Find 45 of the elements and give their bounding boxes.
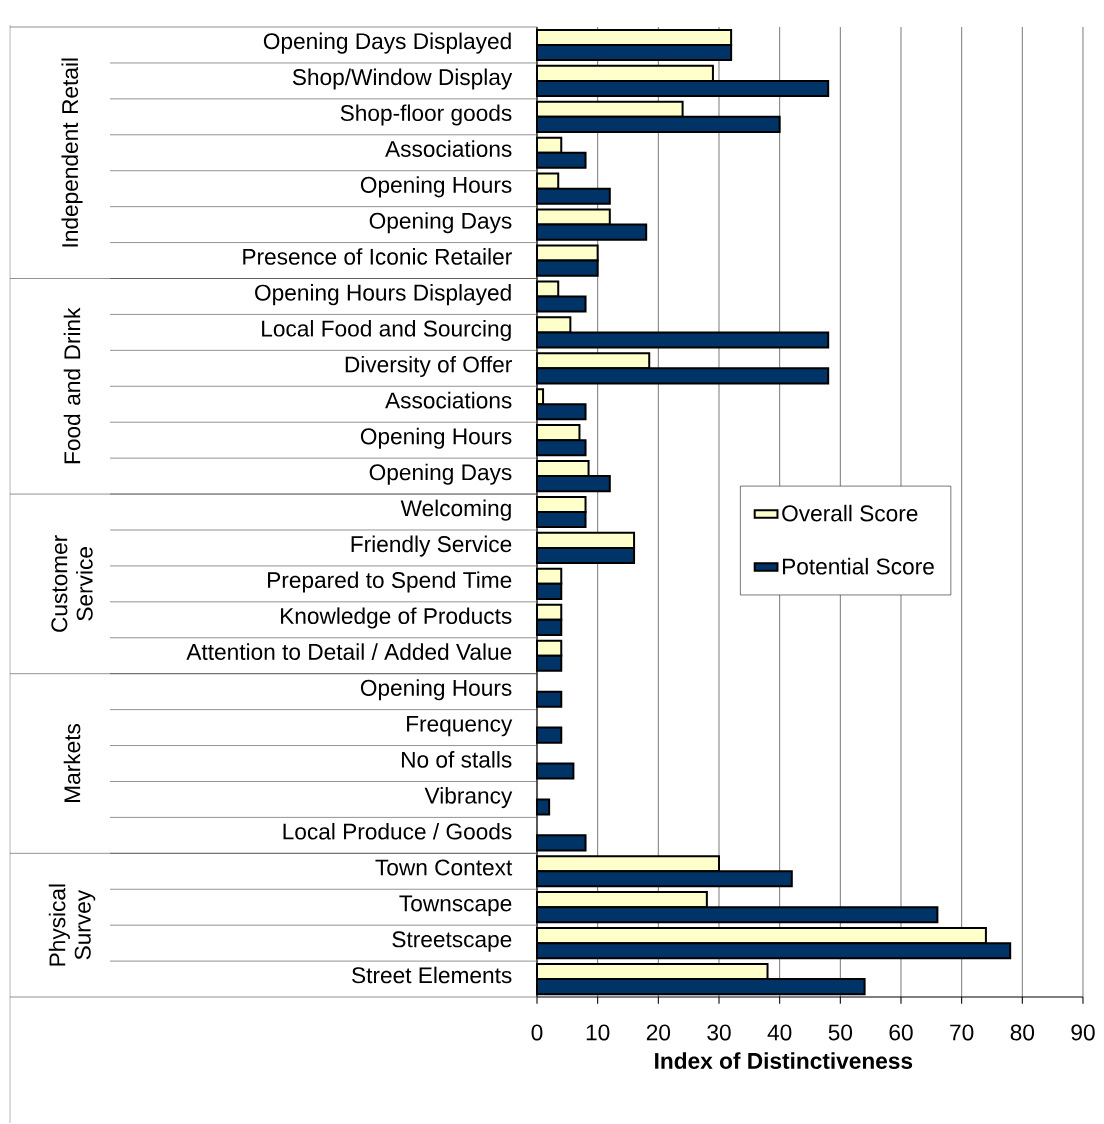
x-axis-title: Index of Distinctiveness: [655, 1052, 913, 1069]
y-tick-label: Street Elements: [352, 966, 512, 984]
legend-label: Potential Score: [782, 557, 934, 575]
legend-label: Overall Score: [782, 504, 918, 522]
x-tick-label: 90: [1071, 1024, 1095, 1041]
x-tick-label: 80: [1010, 1024, 1035, 1041]
y-tick-label: Streetscape: [392, 931, 512, 952]
y-tick-label: Presence of Iconic Retailer: [243, 248, 512, 265]
y-tick-label: Opening Days Displayed: [263, 32, 511, 54]
y-tick-label: Associations: [385, 391, 512, 409]
y-tick-label: Shop-floor goods: [340, 104, 512, 126]
text: Physical Survey: [48, 884, 96, 966]
x-tick-label: 20: [646, 1024, 671, 1041]
y-tick-label: Opening Hours Displayed: [255, 284, 511, 306]
y-tick-label: Welcoming: [400, 499, 511, 521]
y-tick-label: Townscape: [399, 895, 512, 916]
y-tick-label: Opening Hours: [360, 427, 512, 449]
y-tick-label: Vibrancy: [424, 787, 513, 809]
y-tick-label: Diversity of Offer: [345, 355, 512, 378]
x-tick-label: 70: [950, 1024, 974, 1041]
y-tick-label: Prepared to Spend Time: [268, 571, 512, 593]
y-tick-label: Town Context: [375, 859, 513, 876]
x-tick-label: 60: [889, 1024, 913, 1041]
y-tick-label: Shop/Window Display: [292, 68, 513, 90]
x-tick-label: 40: [767, 1024, 792, 1041]
y-tick-label: Opening Days: [369, 212, 512, 234]
text: Food and Drink: [63, 307, 81, 464]
y-tick-label: Attention to Detail / Added Value: [186, 643, 512, 660]
y-tick-label: Opening Hours: [360, 176, 512, 198]
x-tick-label: 10: [586, 1024, 610, 1041]
x-tick-label: 30: [707, 1024, 731, 1041]
y-tick-label: No of stalls: [402, 751, 512, 768]
y-tick-label: Opening Days: [369, 463, 512, 485]
y-tick-label: Friendly Service: [351, 535, 512, 557]
text: Customer Service: [51, 535, 93, 632]
x-tick-label: 50: [828, 1024, 853, 1041]
x-tick-label: 0: [531, 1024, 543, 1041]
y-tick-label: Knowledge of Products: [281, 607, 512, 629]
text: Markets: [63, 724, 81, 802]
y-tick-label: Local Produce / Goods: [283, 822, 512, 840]
y-tick-label: Opening Hours: [360, 679, 512, 701]
y-tick-label: Frequency: [407, 715, 513, 737]
y-tick-label: Local Food and Sourcing: [262, 319, 511, 342]
y-tick-label: Associations: [385, 140, 512, 157]
text: Independent Retail: [61, 58, 83, 247]
